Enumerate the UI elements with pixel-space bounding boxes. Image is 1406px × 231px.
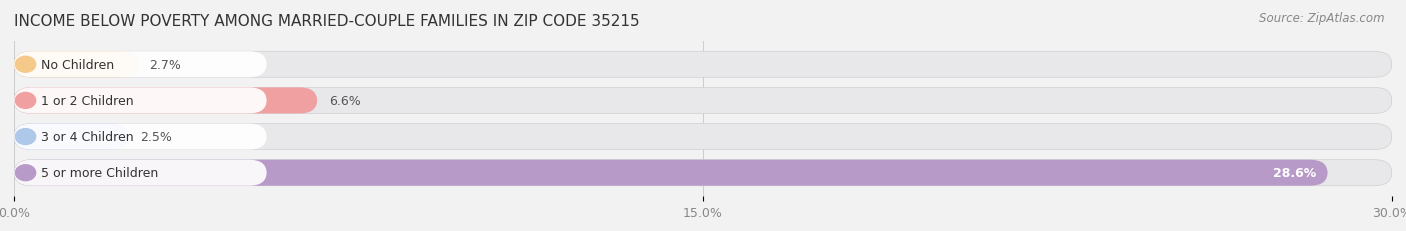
FancyBboxPatch shape	[14, 160, 1327, 186]
Circle shape	[15, 93, 35, 109]
Circle shape	[15, 129, 35, 145]
FancyBboxPatch shape	[14, 160, 1392, 186]
FancyBboxPatch shape	[14, 52, 267, 78]
Text: INCOME BELOW POVERTY AMONG MARRIED-COUPLE FAMILIES IN ZIP CODE 35215: INCOME BELOW POVERTY AMONG MARRIED-COUPL…	[14, 14, 640, 29]
FancyBboxPatch shape	[14, 160, 267, 186]
Text: 2.5%: 2.5%	[141, 131, 173, 143]
Text: No Children: No Children	[41, 58, 114, 71]
FancyBboxPatch shape	[14, 124, 129, 150]
FancyBboxPatch shape	[14, 124, 1392, 150]
FancyBboxPatch shape	[14, 88, 267, 114]
Circle shape	[15, 165, 35, 181]
FancyBboxPatch shape	[14, 88, 1392, 114]
FancyBboxPatch shape	[14, 124, 267, 150]
FancyBboxPatch shape	[14, 52, 1392, 78]
Text: 3 or 4 Children: 3 or 4 Children	[41, 131, 134, 143]
Text: 6.6%: 6.6%	[329, 94, 360, 107]
Text: 5 or more Children: 5 or more Children	[41, 167, 157, 179]
Circle shape	[15, 57, 35, 73]
FancyBboxPatch shape	[14, 52, 138, 78]
Text: 28.6%: 28.6%	[1272, 167, 1316, 179]
Text: 1 or 2 Children: 1 or 2 Children	[41, 94, 134, 107]
Text: Source: ZipAtlas.com: Source: ZipAtlas.com	[1260, 12, 1385, 24]
Text: 2.7%: 2.7%	[149, 58, 181, 71]
FancyBboxPatch shape	[14, 88, 318, 114]
